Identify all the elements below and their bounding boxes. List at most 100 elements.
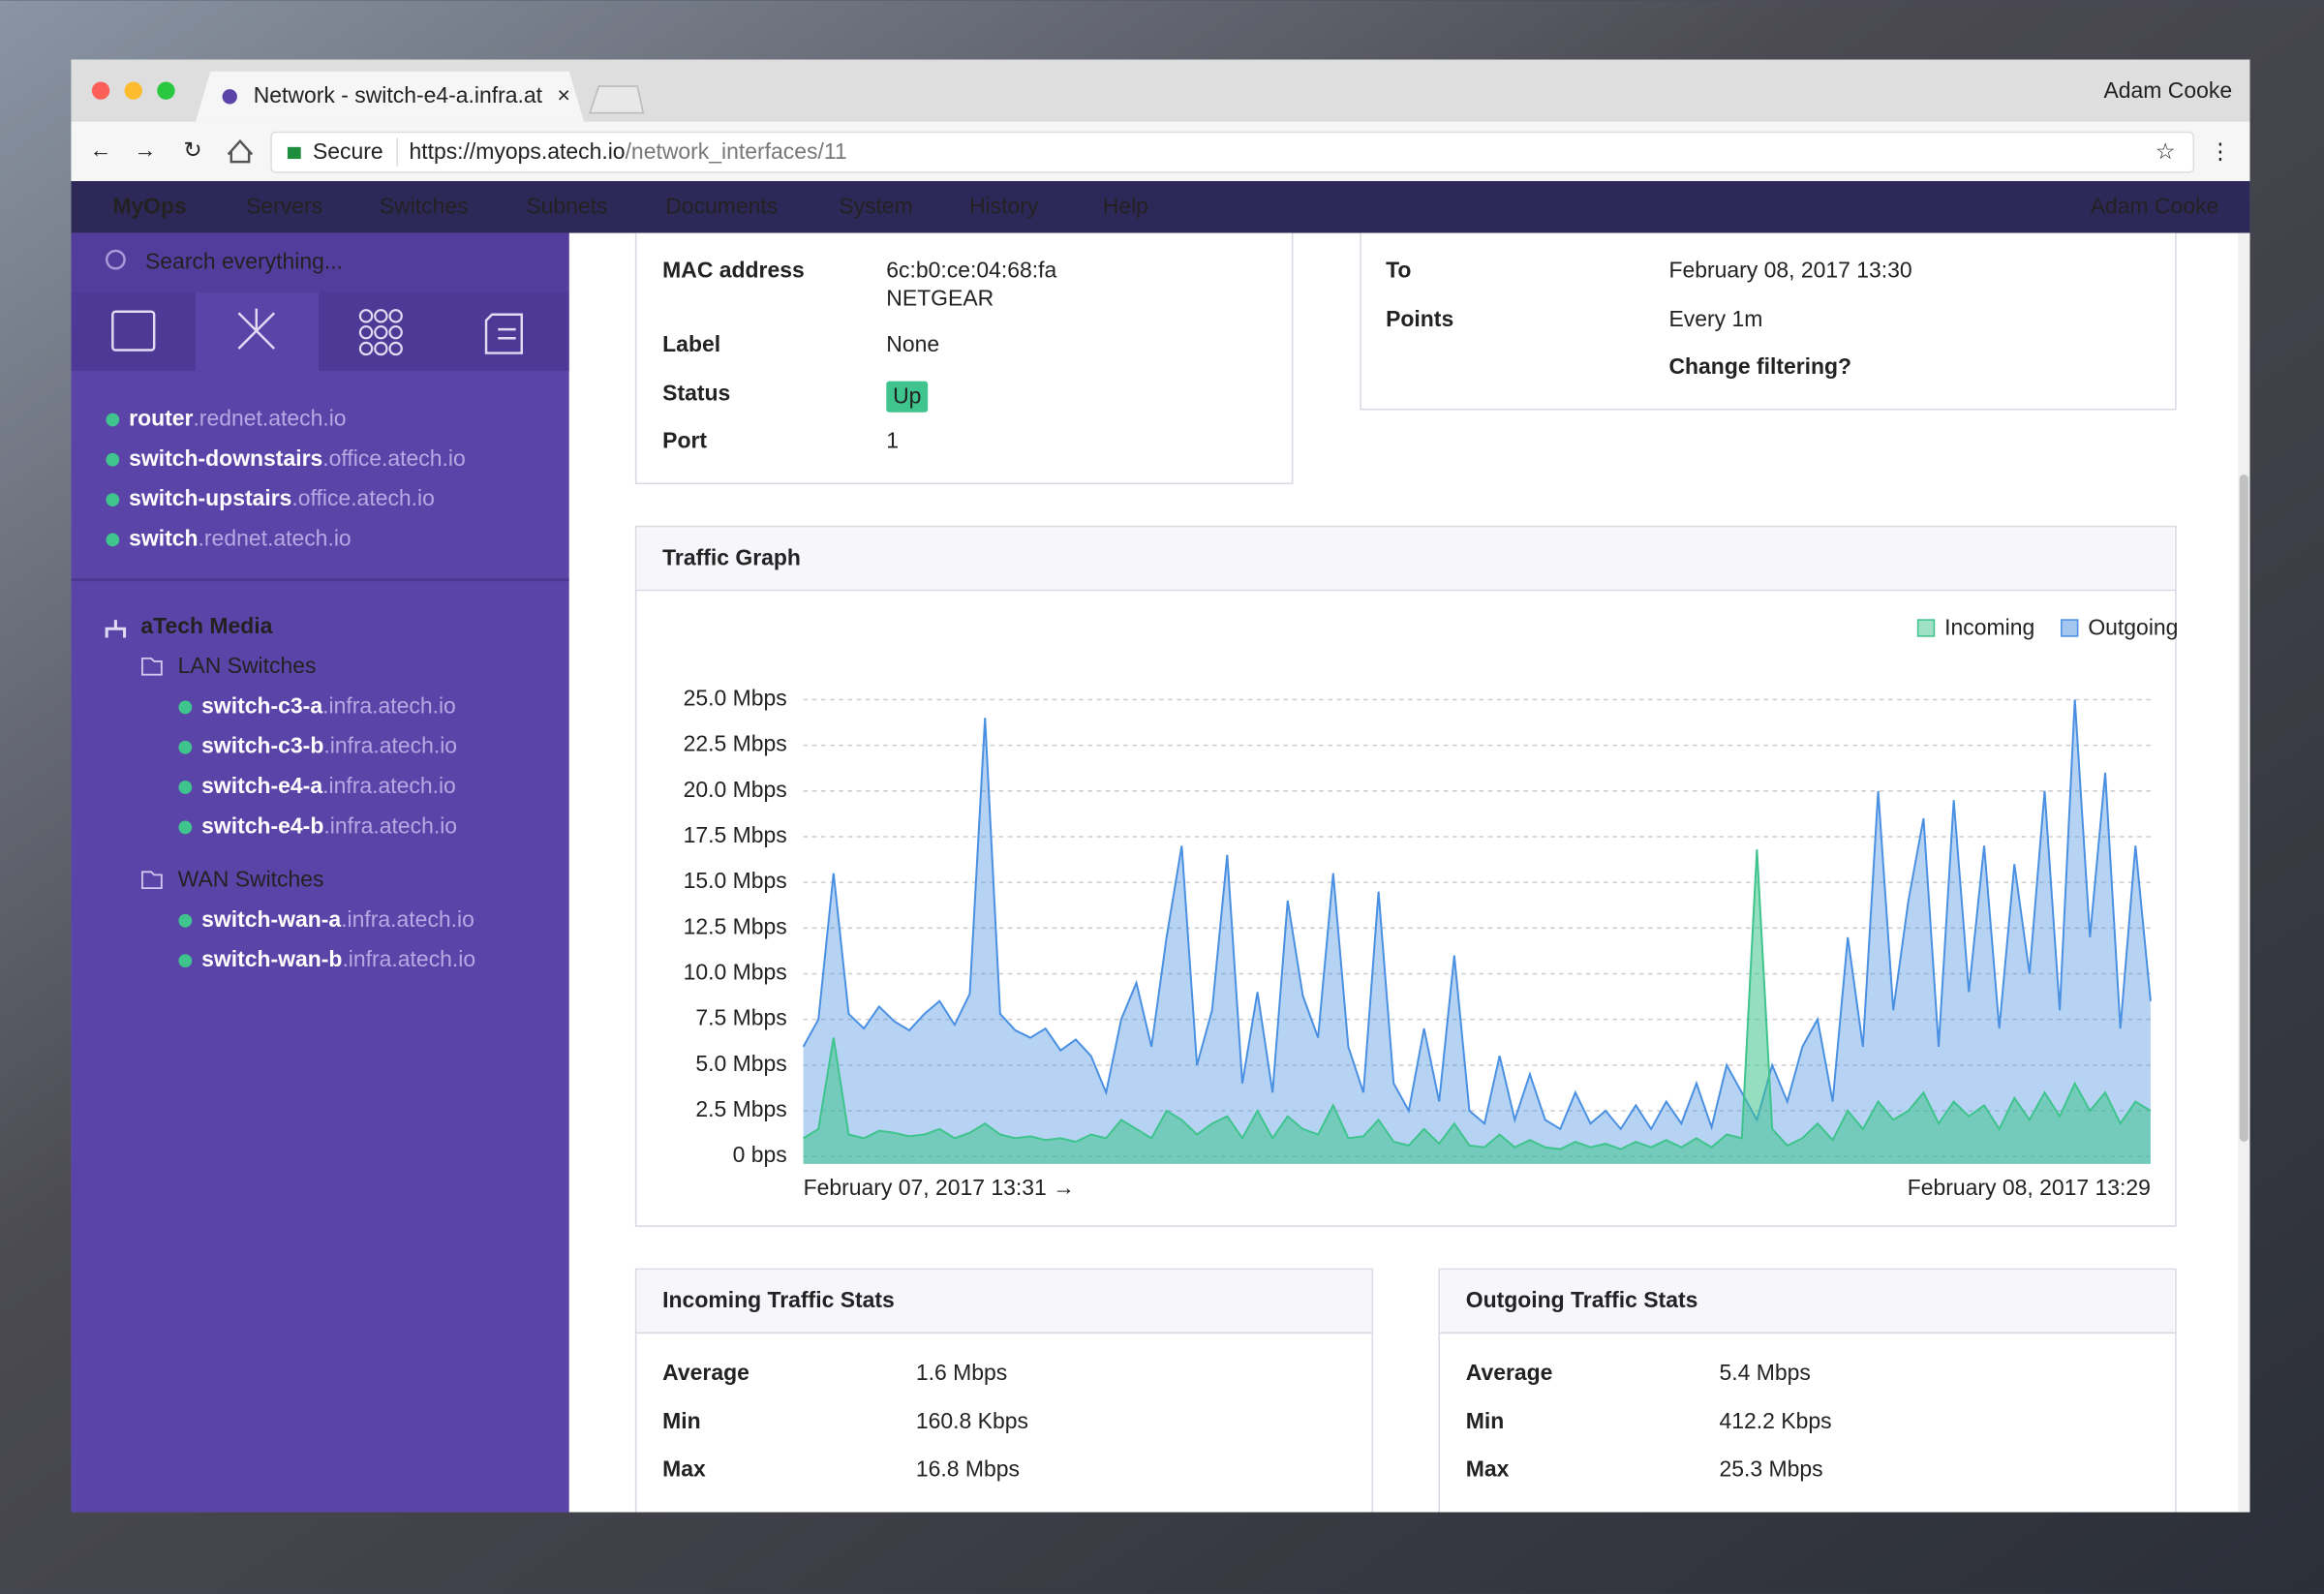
device-link[interactable]: switch-c3-a.infra.atech.io bbox=[201, 692, 456, 718]
folder-name[interactable]: LAN Switches bbox=[178, 653, 317, 678]
nav-item[interactable]: System bbox=[839, 194, 912, 219]
y-tick-label: 22.5 Mbps bbox=[684, 731, 787, 756]
stat-value: 25.3 Mbps bbox=[1720, 1456, 1823, 1482]
detail-label: Port bbox=[662, 427, 707, 452]
y-tick-label: 0 bps bbox=[733, 1142, 787, 1167]
stats-header bbox=[637, 1271, 1371, 1333]
y-tick-label: 17.5 Mbps bbox=[684, 822, 787, 847]
search-placeholder[interactable]: Search everything... bbox=[145, 248, 343, 273]
url[interactable]: https://myops.atech.io/network_interface… bbox=[409, 138, 846, 164]
nav-item[interactable]: Subnets bbox=[526, 194, 607, 219]
documents-tab-icon[interactable] bbox=[484, 313, 523, 354]
status-dot bbox=[106, 493, 120, 506]
brand[interactable]: MyOps bbox=[112, 194, 186, 219]
profile-name[interactable]: Adam Cooke bbox=[2103, 77, 2232, 103]
close-button[interactable] bbox=[91, 81, 110, 100]
content: Traffic Graph 0 bps 2.5 Mbps 5.0 Mbps 7.5 M… bbox=[568, 232, 2239, 1513]
maximize-button[interactable] bbox=[157, 81, 175, 100]
y-tick-label: 20.0 Mbps bbox=[684, 777, 787, 802]
bookmark-star[interactable]: ☆ bbox=[2156, 138, 2176, 164]
nav-item[interactable]: Switches bbox=[380, 194, 469, 219]
device-name: switch-e4-a bbox=[201, 773, 322, 798]
legend-label[interactable]: Incoming bbox=[1944, 614, 2034, 639]
menu-button[interactable]: ⋮ bbox=[2209, 138, 2231, 164]
device-domain: .infra.atech.io bbox=[341, 906, 474, 932]
y-tick-label: 7.5 Mbps bbox=[695, 1005, 786, 1030]
address-bar[interactable] bbox=[270, 131, 2195, 173]
url-host: https://myops.atech.io bbox=[409, 138, 625, 164]
folder-name[interactable]: WAN Switches bbox=[178, 867, 324, 892]
legend-swatch bbox=[2061, 619, 2079, 637]
status-dot bbox=[106, 413, 120, 427]
reload-button[interactable]: ↻ bbox=[183, 137, 201, 162]
tab-title[interactable]: Network - switch-e4-a.infra.at bbox=[254, 82, 543, 107]
device-domain: .infra.atech.io bbox=[322, 692, 456, 718]
device-link[interactable]: switch-e4-b.infra.atech.io bbox=[201, 812, 457, 838]
series-line bbox=[803, 849, 2152, 1150]
nav-item[interactable]: Help bbox=[1103, 194, 1148, 219]
nav-user[interactable]: Adam Cooke bbox=[2091, 194, 2219, 219]
nav-item[interactable]: History bbox=[969, 194, 1039, 219]
graph-header bbox=[637, 528, 2175, 591]
detail-value: 1 bbox=[886, 427, 899, 452]
device-link[interactable]: router.rednet.atech.io bbox=[129, 406, 346, 431]
device-link[interactable]: switch-e4-a.infra.atech.io bbox=[201, 773, 456, 798]
device-link[interactable]: switch-wan-b.infra.atech.io bbox=[201, 946, 475, 971]
device-name: switch-c3-b bbox=[201, 733, 323, 758]
status-badge bbox=[886, 381, 929, 413]
device-name: switch-wan-b bbox=[201, 946, 342, 971]
status-dot bbox=[178, 740, 193, 754]
y-tick-label: 5.0 Mbps bbox=[695, 1051, 786, 1076]
stat-value: 1.6 Mbps bbox=[916, 1360, 1007, 1385]
graph-title: Traffic Graph bbox=[662, 544, 801, 569]
home-button[interactable] bbox=[227, 138, 254, 164]
legend-label[interactable]: Outgoing bbox=[2088, 614, 2178, 639]
new-tab[interactable] bbox=[589, 85, 645, 114]
search-box[interactable] bbox=[71, 232, 569, 292]
back-button[interactable]: ← bbox=[90, 137, 112, 162]
device-link[interactable]: switch-c3-b.infra.atech.io bbox=[201, 733, 457, 758]
device-link[interactable]: switch-upstairs.office.atech.io bbox=[129, 485, 435, 510]
filter-link[interactable]: Change filtering? bbox=[1668, 353, 1851, 379]
stat-label: Average bbox=[662, 1360, 749, 1385]
minimize-button[interactable] bbox=[124, 81, 142, 100]
device-name: router bbox=[129, 406, 193, 431]
y-tick-label: 15.0 Mbps bbox=[684, 868, 787, 893]
stat-label: Max bbox=[662, 1456, 706, 1482]
status-dot bbox=[178, 954, 193, 968]
stats: Incoming Traffic Stats Average 1.6 Mbps Min… bbox=[634, 1268, 2177, 1513]
device-domain: .infra.atech.io bbox=[322, 773, 456, 798]
grid-tab-icon[interactable] bbox=[358, 309, 403, 356]
device-name: switch-wan-a bbox=[201, 906, 341, 932]
folder-icon bbox=[141, 871, 163, 890]
x-axis-start: February 07, 2017 13:31 → bbox=[804, 1175, 1076, 1200]
nav-bar bbox=[71, 181, 2250, 233]
detail-label: MAC address bbox=[662, 257, 805, 282]
device-link[interactable]: switch-downstairs.office.atech.io bbox=[129, 445, 466, 471]
filter-value: Every 1m bbox=[1668, 306, 1762, 331]
servers-tab-icon[interactable] bbox=[111, 310, 156, 352]
device-link[interactable]: switch.rednet.atech.io bbox=[129, 526, 352, 551]
device-domain: .infra.atech.io bbox=[342, 946, 475, 971]
device-domain: .office.atech.io bbox=[291, 485, 435, 510]
device-domain: .rednet.atech.io bbox=[193, 406, 346, 431]
forward-button[interactable]: → bbox=[135, 137, 157, 162]
network-tab-icon[interactable] bbox=[237, 308, 276, 350]
detail-label: Status bbox=[662, 381, 730, 406]
status-dot bbox=[178, 913, 193, 928]
status-dot bbox=[178, 820, 193, 835]
nav-item[interactable]: Servers bbox=[246, 194, 322, 219]
tab[interactable] bbox=[196, 71, 585, 122]
nav-items: Servers Switches Subnets Documents System His… bbox=[246, 194, 1148, 219]
y-tick-label: 10.0 Mbps bbox=[684, 960, 787, 985]
filter-label: Points bbox=[1386, 306, 1453, 331]
tab-close[interactable]: × bbox=[558, 82, 570, 107]
device-link[interactable]: switch-wan-a.infra.atech.io bbox=[201, 906, 474, 932]
y-tick-label: 2.5 Mbps bbox=[695, 1096, 786, 1121]
group-icon bbox=[105, 620, 127, 638]
scrollbar-thumb[interactable] bbox=[2239, 475, 2248, 1142]
detail-note: NETGEAR bbox=[886, 286, 994, 311]
group-name[interactable]: aTech Media bbox=[140, 613, 272, 638]
nav-item[interactable]: Documents bbox=[665, 194, 778, 219]
